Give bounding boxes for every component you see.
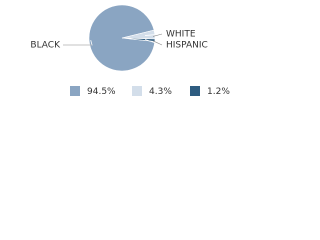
leader-line <box>152 40 163 46</box>
leader-line <box>144 33 163 36</box>
leader-line <box>63 40 93 46</box>
slice-label: BLACK <box>30 41 61 51</box>
pie-slice <box>88 4 156 72</box>
legend-swatch <box>190 86 200 96</box>
slice-label: WHITE <box>166 30 196 40</box>
leader-line <box>144 39 163 46</box>
legend-swatch <box>132 86 142 96</box>
legend-label: 1.2% <box>207 87 230 97</box>
slice-label: HISPANIC <box>166 41 208 51</box>
legend-label: 4.3% <box>149 87 172 97</box>
leader-line <box>152 33 163 37</box>
legend-label: 94.5% <box>87 87 116 97</box>
legend-swatch <box>70 86 80 96</box>
